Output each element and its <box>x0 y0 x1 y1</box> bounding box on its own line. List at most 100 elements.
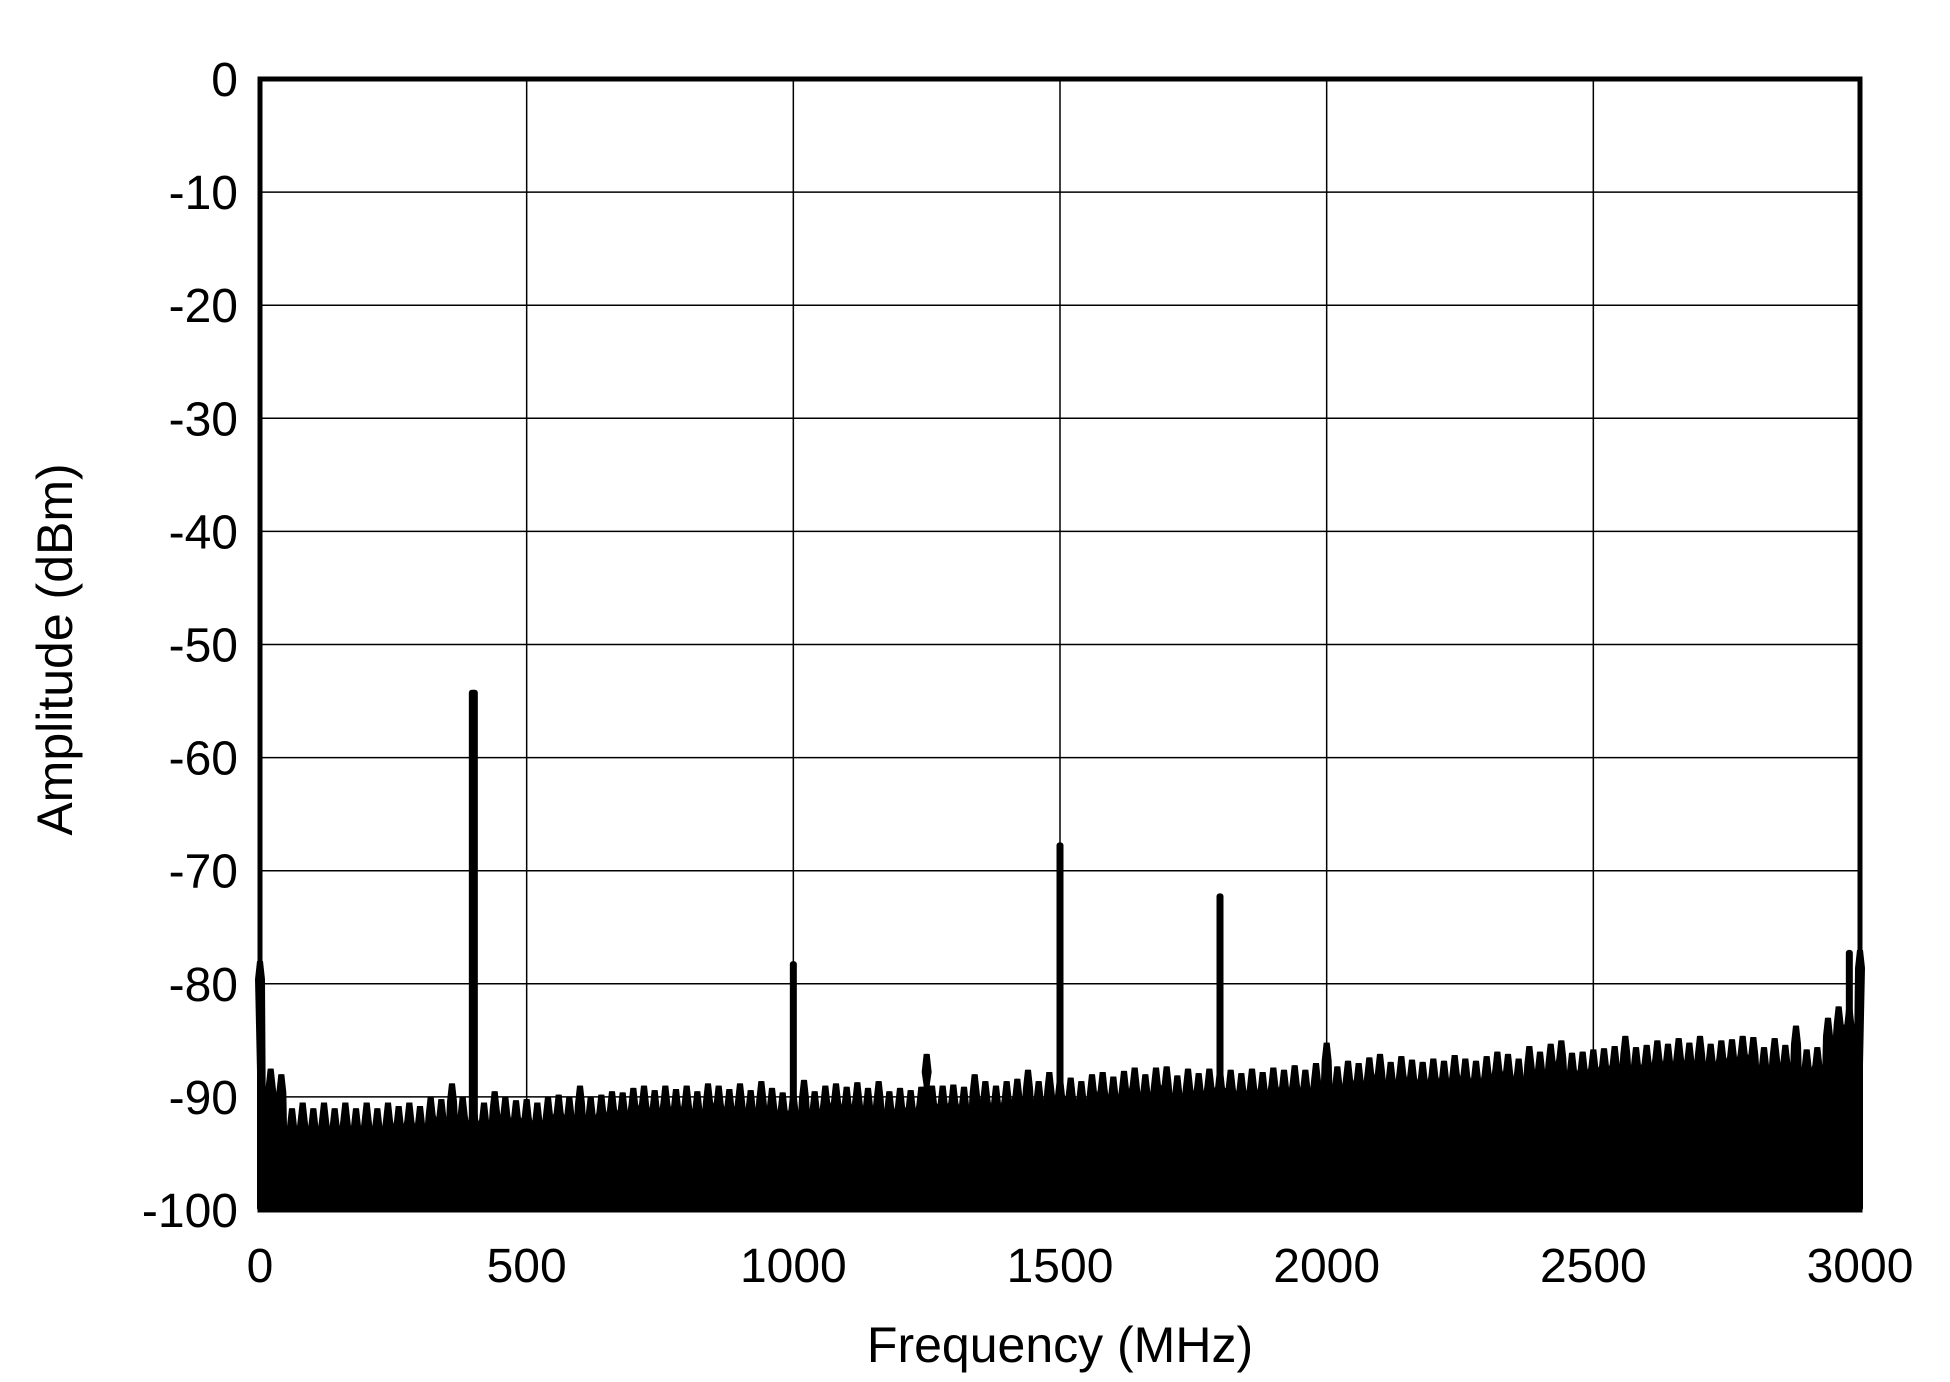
data-point <box>1121 1070 1127 1210</box>
data-point <box>1675 1038 1682 1210</box>
y-tick-label: -10 <box>169 167 238 220</box>
x-tick-label: 2000 <box>1273 1240 1380 1293</box>
data-point <box>1345 1060 1351 1210</box>
data-point <box>1569 1052 1575 1210</box>
y-tick-label: -40 <box>169 506 238 559</box>
data-point <box>1814 1047 1821 1210</box>
data-point <box>1366 1057 1373 1210</box>
data-point <box>918 1086 925 1210</box>
x-tick-label: 0 <box>247 1240 274 1293</box>
y-tick-label: -90 <box>169 1072 238 1125</box>
y-tick-labels: 0 -10 -20 -30 -40 -50 -60 -70 -80 -90 -100 <box>142 54 238 1238</box>
data-point <box>737 1083 743 1210</box>
data-point <box>1238 1073 1245 1210</box>
data-point <box>939 1085 946 1210</box>
data-point <box>1686 1042 1693 1210</box>
data-point <box>1611 1046 1618 1210</box>
data-point <box>673 1088 679 1210</box>
data-point <box>1697 1035 1703 1210</box>
data-point <box>406 1102 413 1210</box>
data-point <box>523 1099 530 1210</box>
y-tick-label: -20 <box>169 280 238 333</box>
data-point <box>1377 1053 1383 1210</box>
y-tick-label: 0 <box>211 54 238 107</box>
data-point <box>1803 1049 1810 1210</box>
data-point <box>1153 1067 1159 1210</box>
spur-peak <box>789 961 797 1210</box>
data-point <box>929 1085 935 1210</box>
data-point <box>1579 1051 1586 1210</box>
data-point <box>1430 1058 1437 1210</box>
x-tick-label: 1500 <box>1007 1240 1114 1293</box>
data-point <box>923 1053 930 1210</box>
data-point <box>779 1092 786 1210</box>
data-point <box>481 1102 487 1210</box>
data-point <box>1281 1069 1287 1210</box>
data-point <box>577 1085 583 1210</box>
data-point <box>1302 1069 1309 1210</box>
data-point <box>1483 1056 1490 1210</box>
spur-peak <box>1216 893 1224 1210</box>
data-point <box>726 1088 733 1210</box>
data-point <box>822 1085 829 1210</box>
data-point <box>1259 1072 1266 1210</box>
data-point <box>1601 1048 1607 1210</box>
spur-peak <box>468 689 478 1210</box>
data-point <box>971 1074 978 1210</box>
data-point <box>993 1085 999 1210</box>
data-point <box>982 1081 989 1210</box>
data-point <box>907 1090 914 1210</box>
data-point <box>1473 1060 1479 1210</box>
x-tick-label: 3000 <box>1807 1240 1914 1293</box>
data-point <box>449 1083 455 1210</box>
data-point <box>619 1092 626 1210</box>
data-point <box>566 1096 573 1210</box>
data-point <box>438 1099 445 1210</box>
data-point <box>1729 1039 1735 1210</box>
data-point <box>811 1091 818 1210</box>
data-point <box>1707 1043 1714 1210</box>
x-tick-labels: 0 500 1000 1500 2000 2500 3000 <box>247 1240 1914 1293</box>
data-point <box>299 1102 306 1210</box>
spur-peak <box>1056 842 1064 1210</box>
data-point <box>278 1074 285 1210</box>
data-point <box>1025 1069 1031 1210</box>
data-point <box>1089 1074 1095 1210</box>
data-point <box>310 1108 317 1210</box>
data-point <box>1291 1065 1298 1210</box>
data-point <box>1590 1049 1597 1210</box>
data-point <box>545 1096 551 1210</box>
x-tick-label: 2500 <box>1540 1240 1647 1293</box>
data-point <box>1515 1058 1522 1210</box>
data-point <box>1643 1044 1650 1210</box>
data-point <box>1718 1040 1725 1210</box>
data-point <box>1313 1062 1319 1210</box>
data-point <box>1782 1044 1789 1210</box>
data-point <box>683 1085 690 1210</box>
data-point <box>1067 1077 1074 1210</box>
data-point <box>662 1085 669 1210</box>
data-point <box>833 1083 839 1210</box>
data-point <box>1739 1035 1746 1210</box>
x-tick-label: 500 <box>487 1240 567 1293</box>
data-point <box>1419 1061 1426 1210</box>
data-point <box>491 1091 498 1210</box>
data-point <box>289 1108 295 1210</box>
data-point <box>875 1081 882 1210</box>
data-point <box>342 1102 349 1210</box>
data-point <box>769 1087 775 1210</box>
data-point <box>1441 1060 1447 1210</box>
plot-frame <box>257 76 1863 1213</box>
data-point <box>1142 1074 1149 1210</box>
data-point <box>459 1096 466 1210</box>
data-point <box>513 1100 519 1210</box>
y-tick-label: -60 <box>169 733 238 786</box>
y-tick-label: -80 <box>169 959 238 1012</box>
data-point <box>1633 1047 1639 1210</box>
data-point <box>758 1081 765 1210</box>
data-point <box>321 1102 327 1210</box>
data-point <box>267 1068 274 1210</box>
data-point <box>427 1096 434 1210</box>
data-point <box>961 1086 967 1210</box>
data-point <box>374 1108 381 1210</box>
